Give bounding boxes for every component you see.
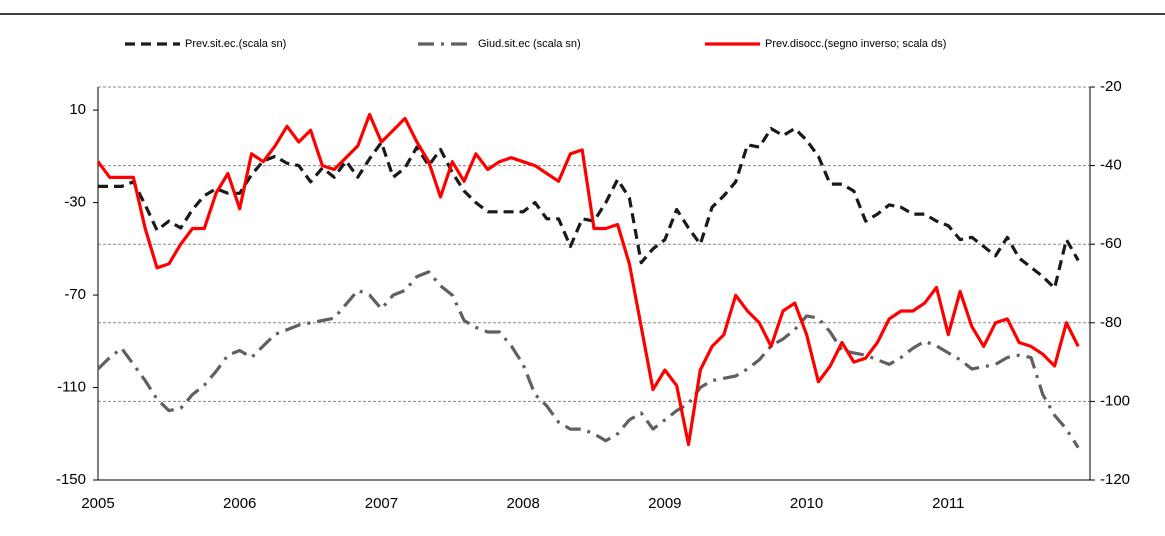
y-tick-label: -70: [64, 286, 86, 303]
series-line: [98, 127, 1080, 290]
y-tick-label: -150: [56, 471, 86, 488]
x-tick-label: 2008: [506, 495, 539, 512]
y2-tick-label: -60: [1100, 235, 1122, 252]
y-tick-label: 10: [69, 101, 86, 118]
y-tick-label: -110: [57, 378, 86, 395]
x-tick-label: 2011: [932, 495, 964, 512]
y2-tick-label: -80: [1100, 314, 1122, 331]
x-tick-label: 2009: [648, 495, 681, 512]
legend-label: Prev.disocc.(segno inverso; scala ds): [765, 38, 946, 50]
series-line: [96, 270, 1080, 449]
legend-label: Giud.sit.ec (scala sn): [478, 38, 581, 50]
legend-label: Prev.sit.ec.(scala sn): [185, 38, 286, 50]
x-tick-label: 2006: [223, 495, 256, 512]
x-tick-label: 2007: [365, 495, 398, 512]
x-tick-label: 2005: [81, 495, 114, 512]
y2-tick-label: -100: [1100, 392, 1130, 409]
y2-tick-label: -40: [1100, 157, 1122, 174]
y2-tick-label: -120: [1100, 471, 1130, 488]
y-tick-label: -30: [64, 194, 86, 211]
series-line: [96, 112, 1080, 447]
y2-tick-label: -20: [1100, 78, 1122, 95]
x-tick-label: 2010: [790, 495, 823, 512]
